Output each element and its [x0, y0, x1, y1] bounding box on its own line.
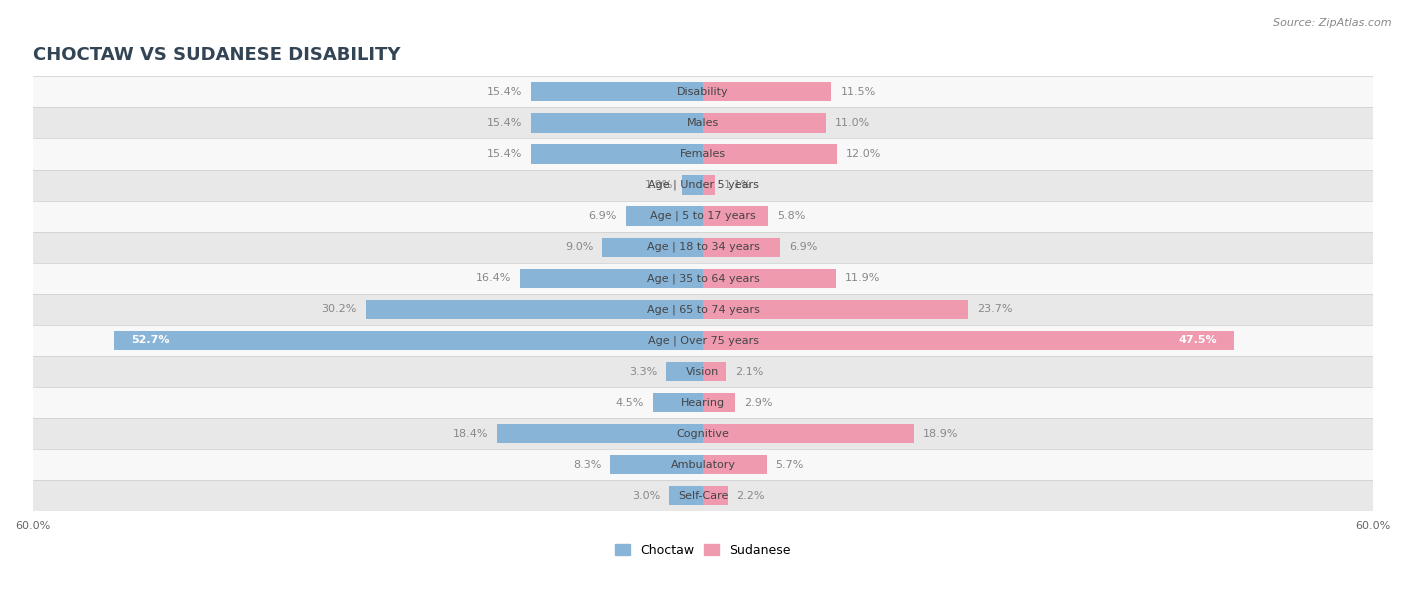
Bar: [531, 113, 703, 133]
Bar: [32, 418, 1374, 449]
Bar: [703, 176, 716, 195]
Text: 15.4%: 15.4%: [486, 149, 522, 159]
Text: Ambulatory: Ambulatory: [671, 460, 735, 470]
Bar: [32, 387, 1374, 418]
Bar: [666, 362, 703, 381]
Text: Source: ZipAtlas.com: Source: ZipAtlas.com: [1274, 18, 1392, 28]
Bar: [703, 144, 837, 163]
Bar: [32, 294, 1374, 325]
Text: Age | 18 to 34 years: Age | 18 to 34 years: [647, 242, 759, 253]
Bar: [703, 362, 727, 381]
Text: 5.7%: 5.7%: [776, 460, 804, 470]
Text: 52.7%: 52.7%: [131, 335, 170, 345]
Bar: [32, 138, 1374, 170]
Text: 12.0%: 12.0%: [846, 149, 882, 159]
Bar: [682, 176, 703, 195]
Text: 2.9%: 2.9%: [744, 398, 773, 408]
Text: 3.3%: 3.3%: [628, 367, 657, 376]
Text: 2.1%: 2.1%: [735, 367, 763, 376]
Text: 11.5%: 11.5%: [841, 87, 876, 97]
Text: 2.2%: 2.2%: [737, 491, 765, 501]
Bar: [520, 269, 703, 288]
Text: 18.4%: 18.4%: [453, 428, 488, 439]
Text: 1.9%: 1.9%: [644, 180, 673, 190]
Bar: [703, 393, 735, 412]
Text: 47.5%: 47.5%: [1178, 335, 1218, 345]
Text: 6.9%: 6.9%: [589, 211, 617, 221]
Bar: [703, 82, 831, 102]
Text: 9.0%: 9.0%: [565, 242, 593, 252]
Bar: [32, 201, 1374, 232]
Bar: [32, 107, 1374, 138]
Bar: [531, 82, 703, 102]
Bar: [32, 325, 1374, 356]
Text: 11.9%: 11.9%: [845, 274, 880, 283]
Text: Vision: Vision: [686, 367, 720, 376]
Text: 3.0%: 3.0%: [633, 491, 661, 501]
Text: Age | 35 to 64 years: Age | 35 to 64 years: [647, 273, 759, 283]
Bar: [610, 455, 703, 474]
Text: Age | Over 75 years: Age | Over 75 years: [648, 335, 758, 346]
Bar: [703, 424, 914, 443]
Text: Hearing: Hearing: [681, 398, 725, 408]
Text: Age | 65 to 74 years: Age | 65 to 74 years: [647, 304, 759, 315]
Bar: [703, 237, 780, 257]
Bar: [366, 300, 703, 319]
Text: CHOCTAW VS SUDANESE DISABILITY: CHOCTAW VS SUDANESE DISABILITY: [32, 46, 401, 64]
Text: 18.9%: 18.9%: [924, 428, 959, 439]
Text: Females: Females: [681, 149, 725, 159]
Text: 23.7%: 23.7%: [977, 304, 1012, 315]
Text: Males: Males: [688, 118, 718, 128]
Bar: [32, 480, 1374, 512]
Bar: [602, 237, 703, 257]
Text: 4.5%: 4.5%: [616, 398, 644, 408]
Text: Disability: Disability: [678, 87, 728, 97]
Bar: [531, 144, 703, 163]
Bar: [626, 206, 703, 226]
Bar: [32, 232, 1374, 263]
Text: Age | 5 to 17 years: Age | 5 to 17 years: [650, 211, 756, 222]
Bar: [114, 331, 703, 350]
Bar: [703, 113, 825, 133]
Bar: [703, 331, 1233, 350]
Bar: [703, 455, 766, 474]
Text: 15.4%: 15.4%: [486, 118, 522, 128]
Text: 1.1%: 1.1%: [724, 180, 752, 190]
Text: 11.0%: 11.0%: [835, 118, 870, 128]
Text: 16.4%: 16.4%: [475, 274, 510, 283]
Bar: [703, 300, 967, 319]
Bar: [32, 263, 1374, 294]
Bar: [498, 424, 703, 443]
Text: Self-Care: Self-Care: [678, 491, 728, 501]
Legend: Choctaw, Sudanese: Choctaw, Sudanese: [610, 539, 796, 562]
Bar: [652, 393, 703, 412]
Bar: [703, 486, 727, 506]
Text: 6.9%: 6.9%: [789, 242, 817, 252]
Text: 30.2%: 30.2%: [321, 304, 357, 315]
Text: 5.8%: 5.8%: [776, 211, 806, 221]
Bar: [32, 449, 1374, 480]
Text: Cognitive: Cognitive: [676, 428, 730, 439]
Text: 15.4%: 15.4%: [486, 87, 522, 97]
Text: Age | Under 5 years: Age | Under 5 years: [648, 180, 758, 190]
Bar: [32, 76, 1374, 107]
Bar: [669, 486, 703, 506]
Bar: [32, 356, 1374, 387]
Bar: [703, 206, 768, 226]
Bar: [32, 170, 1374, 201]
Bar: [703, 269, 837, 288]
Text: 8.3%: 8.3%: [574, 460, 602, 470]
